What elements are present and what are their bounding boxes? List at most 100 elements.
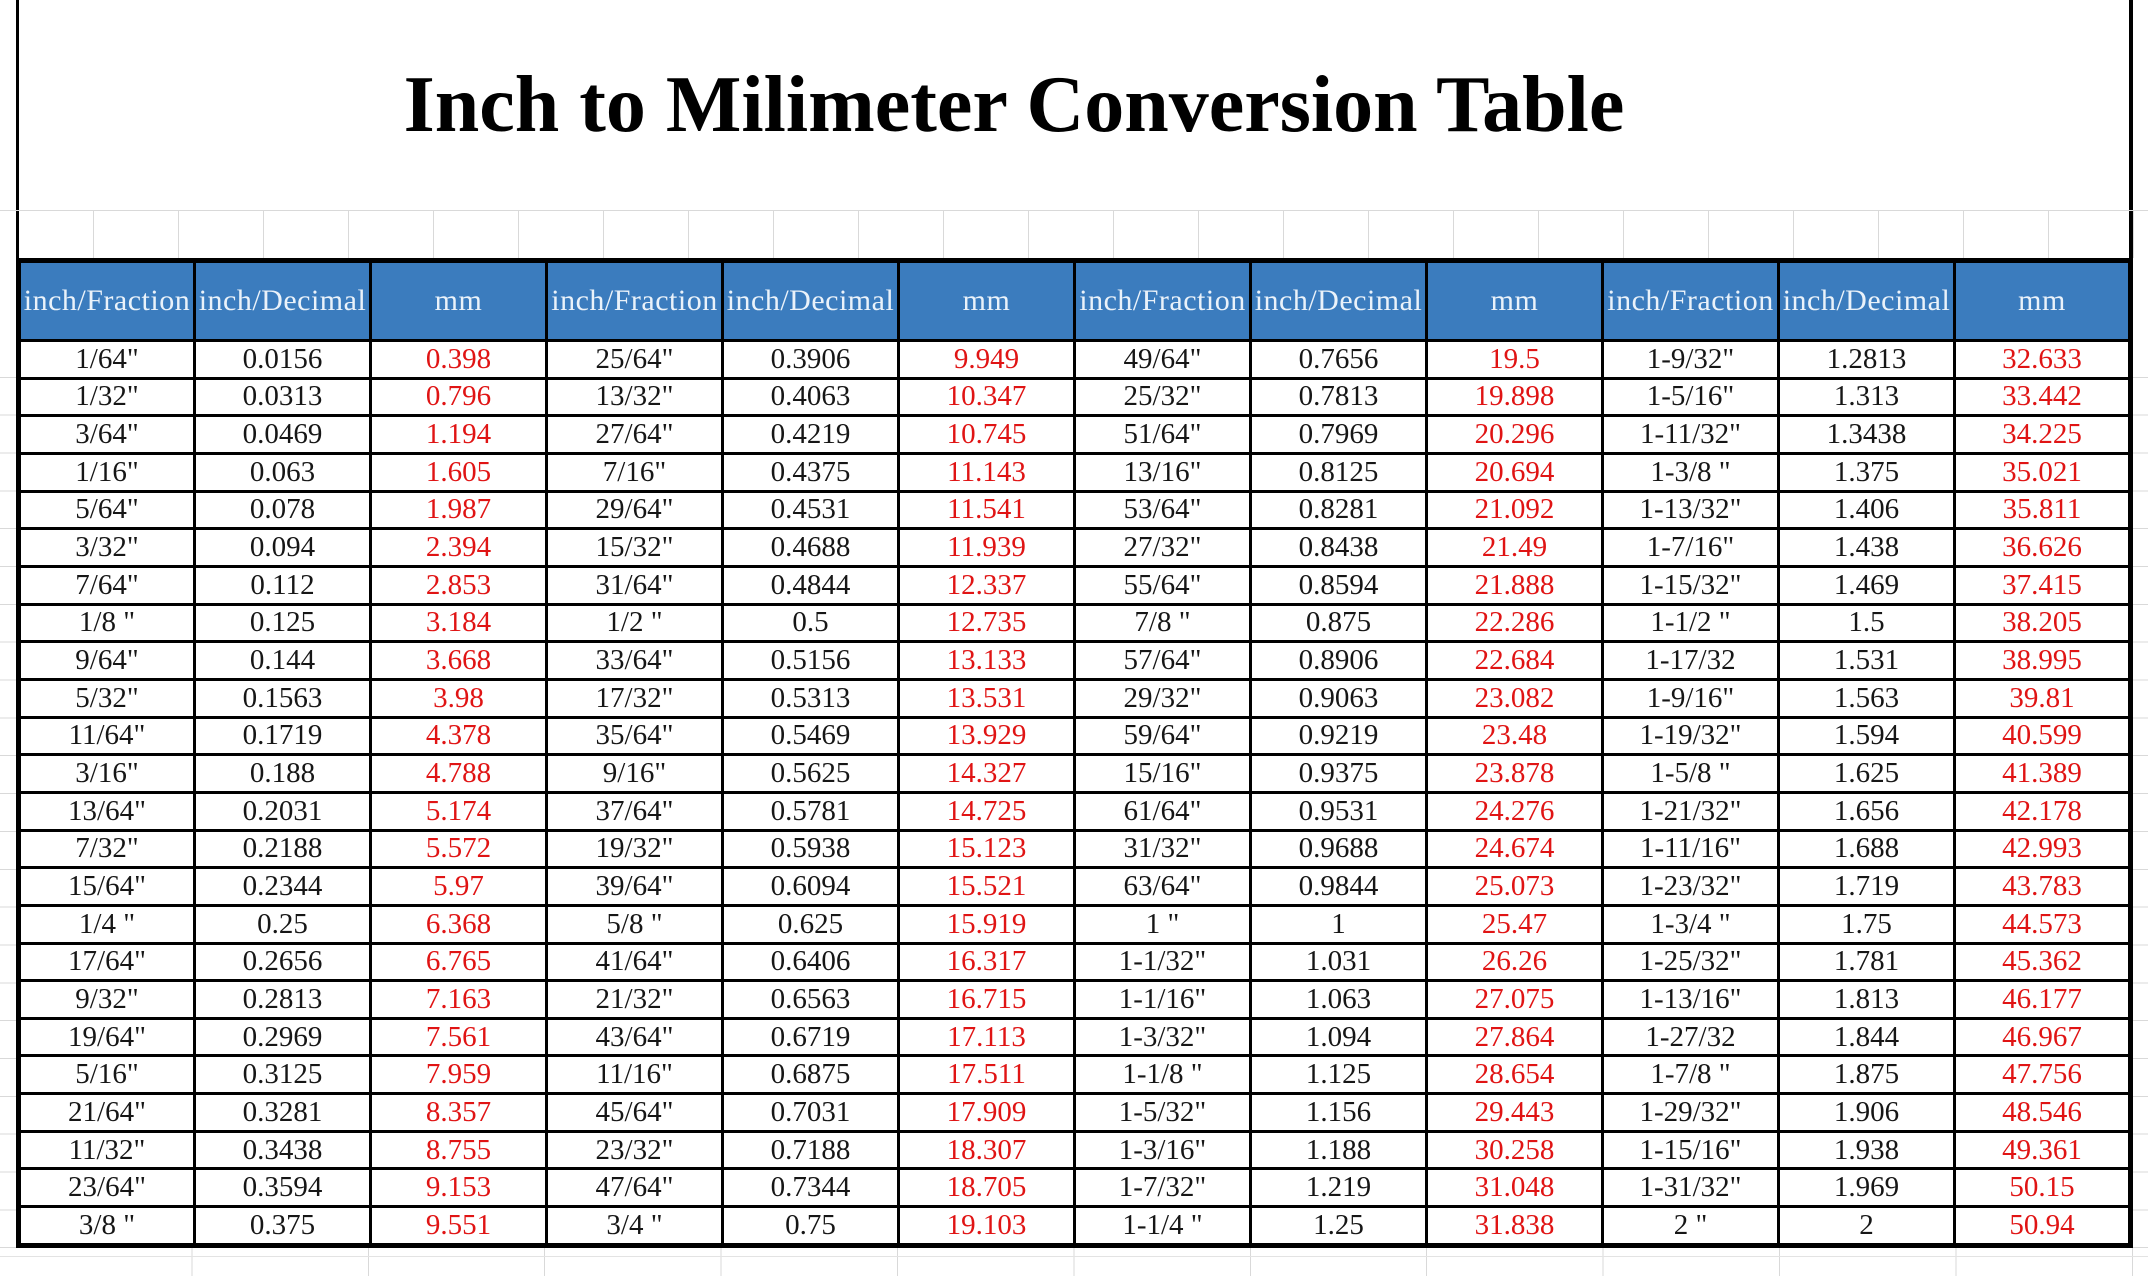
cell-decimal: 0.4063 bbox=[721, 376, 900, 418]
table-row: 23/64" 0.3594 9.153 47/64" 0.7344 18.705 1-7/3… bbox=[17, 1167, 2132, 1209]
cell-decimal: 0.9063 bbox=[1249, 677, 1428, 719]
cell-mm: 22.684 bbox=[1425, 640, 1604, 681]
cell-fraction: 29/32" bbox=[1073, 677, 1252, 719]
cell-decimal: 0.375 bbox=[193, 1205, 372, 1247]
cell-fraction: 23/32" bbox=[545, 1129, 724, 1171]
cell-fraction: 1-9/16" bbox=[1601, 677, 1780, 719]
cell-decimal: 1.313 bbox=[1777, 376, 1956, 418]
cell-mm: 30.258 bbox=[1425, 1129, 1604, 1171]
table-row: 11/32" 0.3438 8.755 23/32" 0.7188 18.307 1-3/1… bbox=[17, 1129, 2132, 1171]
cell-fraction: 1/16" bbox=[17, 451, 196, 493]
cell-decimal: 0.1563 bbox=[193, 677, 372, 719]
header-row: inch/Fraction inch/Decimal mm inch/Fraction… bbox=[17, 259, 2132, 342]
sheet-gridline-left-margin bbox=[0, 340, 16, 1248]
cell-fraction: 39/64" bbox=[545, 866, 724, 907]
cell-fraction: 35/64" bbox=[545, 715, 724, 757]
cell-fraction: 1-9/32" bbox=[1601, 339, 1780, 380]
cell-decimal: 0.8125 bbox=[1249, 451, 1428, 493]
cell-fraction: 7/8 " bbox=[1073, 602, 1252, 644]
cell-decimal: 0.2813 bbox=[193, 979, 372, 1020]
cell-fraction: 45/64" bbox=[545, 1092, 724, 1133]
cell-mm: 9.949 bbox=[897, 339, 1076, 380]
cell-mm: 1.194 bbox=[369, 414, 548, 455]
cell-mm: 25.073 bbox=[1425, 866, 1604, 907]
cell-mm: 6.765 bbox=[369, 941, 548, 983]
cell-decimal: 0.9688 bbox=[1249, 828, 1428, 870]
cell-mm: 48.546 bbox=[1953, 1092, 2132, 1133]
cell-fraction: 1-21/32" bbox=[1601, 790, 1780, 832]
cell-fraction: 5/16" bbox=[17, 1054, 196, 1096]
cell-fraction: 1/2 " bbox=[545, 602, 724, 644]
cell-mm: 13.929 bbox=[897, 715, 1076, 757]
sheet-gridline-horizontal bbox=[0, 1256, 2148, 1257]
cell-mm: 21.092 bbox=[1425, 489, 1604, 531]
cell-mm: 49.361 bbox=[1953, 1129, 2132, 1171]
cell-fraction: 1-19/32" bbox=[1601, 715, 1780, 757]
cell-fraction: 9/32" bbox=[17, 979, 196, 1020]
cell-fraction: 1-29/32" bbox=[1601, 1092, 1780, 1133]
cell-decimal: 0.112 bbox=[193, 564, 372, 606]
cell-mm: 18.705 bbox=[897, 1167, 1076, 1209]
column-header-fraction: inch/Fraction bbox=[545, 259, 724, 342]
cell-mm: 16.317 bbox=[897, 941, 1076, 983]
cell-mm: 7.163 bbox=[369, 979, 548, 1020]
cell-decimal: 1 bbox=[1249, 903, 1428, 945]
cell-mm: 3.98 bbox=[369, 677, 548, 719]
cell-mm: 35.811 bbox=[1953, 489, 2132, 531]
column-header-decimal: inch/Decimal bbox=[721, 259, 900, 342]
cell-fraction: 1-15/16" bbox=[1601, 1129, 1780, 1171]
cell-fraction: 27/64" bbox=[545, 414, 724, 455]
cell-fraction: 17/64" bbox=[17, 941, 196, 983]
cell-fraction: 3/32" bbox=[17, 527, 196, 568]
cell-mm: 32.633 bbox=[1953, 339, 2132, 380]
cell-decimal: 0.1719 bbox=[193, 715, 372, 757]
cell-mm: 26.26 bbox=[1425, 941, 1604, 983]
cell-decimal: 0.2656 bbox=[193, 941, 372, 983]
cell-fraction: 1-7/32" bbox=[1073, 1167, 1252, 1209]
cell-mm: 43.783 bbox=[1953, 866, 2132, 907]
table-row: 15/64" 0.2344 5.97 39/64" 0.6094 15.521 63/64"… bbox=[17, 866, 2132, 907]
cell-mm: 34.225 bbox=[1953, 414, 2132, 455]
cell-mm: 16.715 bbox=[897, 979, 1076, 1020]
cell-mm: 11.939 bbox=[897, 527, 1076, 568]
cell-mm: 23.878 bbox=[1425, 753, 1604, 794]
cell-fraction: 1-5/32" bbox=[1073, 1092, 1252, 1133]
table-row: 13/64" 0.2031 5.174 37/64" 0.5781 14.725 61/64… bbox=[17, 790, 2132, 832]
column-header-decimal: inch/Decimal bbox=[1777, 259, 1956, 342]
cell-fraction: 37/64" bbox=[545, 790, 724, 832]
cell-mm: 38.995 bbox=[1953, 640, 2132, 681]
cell-decimal: 0.75 bbox=[721, 1205, 900, 1247]
conversion-table: inch/Fraction inch/Decimal mm inch/Fraction… bbox=[16, 258, 2133, 1248]
cell-mm: 0.398 bbox=[369, 339, 548, 380]
cell-decimal: 1.219 bbox=[1249, 1167, 1428, 1209]
cell-fraction: 3/8 " bbox=[17, 1205, 196, 1247]
cell-decimal: 0.8906 bbox=[1249, 640, 1428, 681]
cell-mm: 8.357 bbox=[369, 1092, 548, 1133]
column-header-decimal: inch/Decimal bbox=[193, 259, 372, 342]
cell-fraction: 1-1/2 " bbox=[1601, 602, 1780, 644]
cell-decimal: 0.5781 bbox=[721, 790, 900, 832]
cell-fraction: 1-13/16" bbox=[1601, 979, 1780, 1020]
cell-mm: 15.123 bbox=[897, 828, 1076, 870]
cell-decimal: 0.4844 bbox=[721, 564, 900, 606]
sheet-gridline-horizontal bbox=[0, 210, 2148, 211]
cell-decimal: 0.7813 bbox=[1249, 376, 1428, 418]
cell-decimal: 1.875 bbox=[1777, 1054, 1956, 1096]
cell-mm: 22.286 bbox=[1425, 602, 1604, 644]
cell-mm: 44.573 bbox=[1953, 903, 2132, 945]
cell-mm: 21.888 bbox=[1425, 564, 1604, 606]
cell-mm: 5.97 bbox=[369, 866, 548, 907]
cell-decimal: 1.063 bbox=[1249, 979, 1428, 1020]
cell-fraction: 1/4 " bbox=[17, 903, 196, 945]
cell-fraction: 57/64" bbox=[1073, 640, 1252, 681]
cell-fraction: 3/4 " bbox=[545, 1205, 724, 1247]
cell-decimal: 0.7344 bbox=[721, 1167, 900, 1209]
column-header-decimal: inch/Decimal bbox=[1249, 259, 1428, 342]
cell-fraction: 13/16" bbox=[1073, 451, 1252, 493]
cell-fraction: 1-1/32" bbox=[1073, 941, 1252, 983]
cell-decimal: 0.0313 bbox=[193, 376, 372, 418]
cell-decimal: 1.094 bbox=[1249, 1016, 1428, 1058]
column-header-fraction: inch/Fraction bbox=[17, 259, 196, 342]
cell-mm: 14.327 bbox=[897, 753, 1076, 794]
cell-fraction: 31/32" bbox=[1073, 828, 1252, 870]
